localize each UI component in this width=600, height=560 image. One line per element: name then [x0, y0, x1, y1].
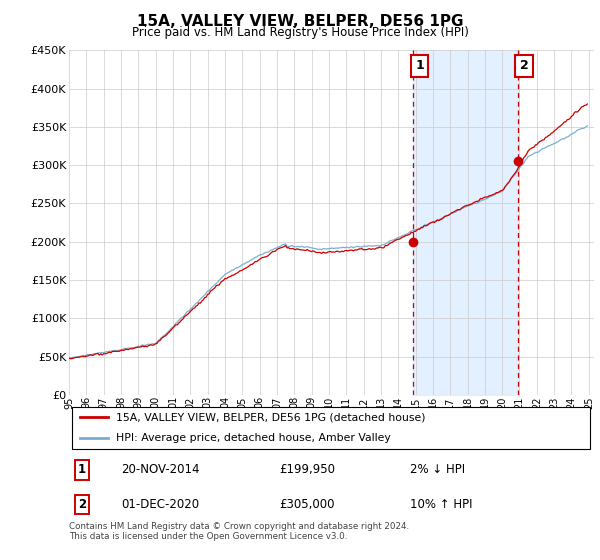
Text: 15A, VALLEY VIEW, BELPER, DE56 1PG (detached house): 15A, VALLEY VIEW, BELPER, DE56 1PG (deta…	[116, 412, 426, 422]
Text: HPI: Average price, detached house, Amber Valley: HPI: Average price, detached house, Ambe…	[116, 433, 391, 444]
Text: £199,950: £199,950	[279, 464, 335, 477]
Text: £305,000: £305,000	[279, 498, 335, 511]
Text: 2: 2	[520, 59, 529, 72]
FancyBboxPatch shape	[71, 407, 590, 449]
Text: 1: 1	[415, 59, 424, 72]
Text: 20-NOV-2014: 20-NOV-2014	[121, 464, 200, 477]
Text: 15A, VALLEY VIEW, BELPER, DE56 1PG: 15A, VALLEY VIEW, BELPER, DE56 1PG	[137, 14, 463, 29]
Text: Price paid vs. HM Land Registry's House Price Index (HPI): Price paid vs. HM Land Registry's House …	[131, 26, 469, 39]
Text: 2: 2	[78, 498, 86, 511]
Text: 01-DEC-2020: 01-DEC-2020	[121, 498, 200, 511]
Text: Contains HM Land Registry data © Crown copyright and database right 2024.
This d: Contains HM Land Registry data © Crown c…	[69, 522, 409, 542]
Text: 1: 1	[78, 464, 86, 477]
Text: 10% ↑ HPI: 10% ↑ HPI	[410, 498, 473, 511]
Text: 2% ↓ HPI: 2% ↓ HPI	[410, 464, 466, 477]
